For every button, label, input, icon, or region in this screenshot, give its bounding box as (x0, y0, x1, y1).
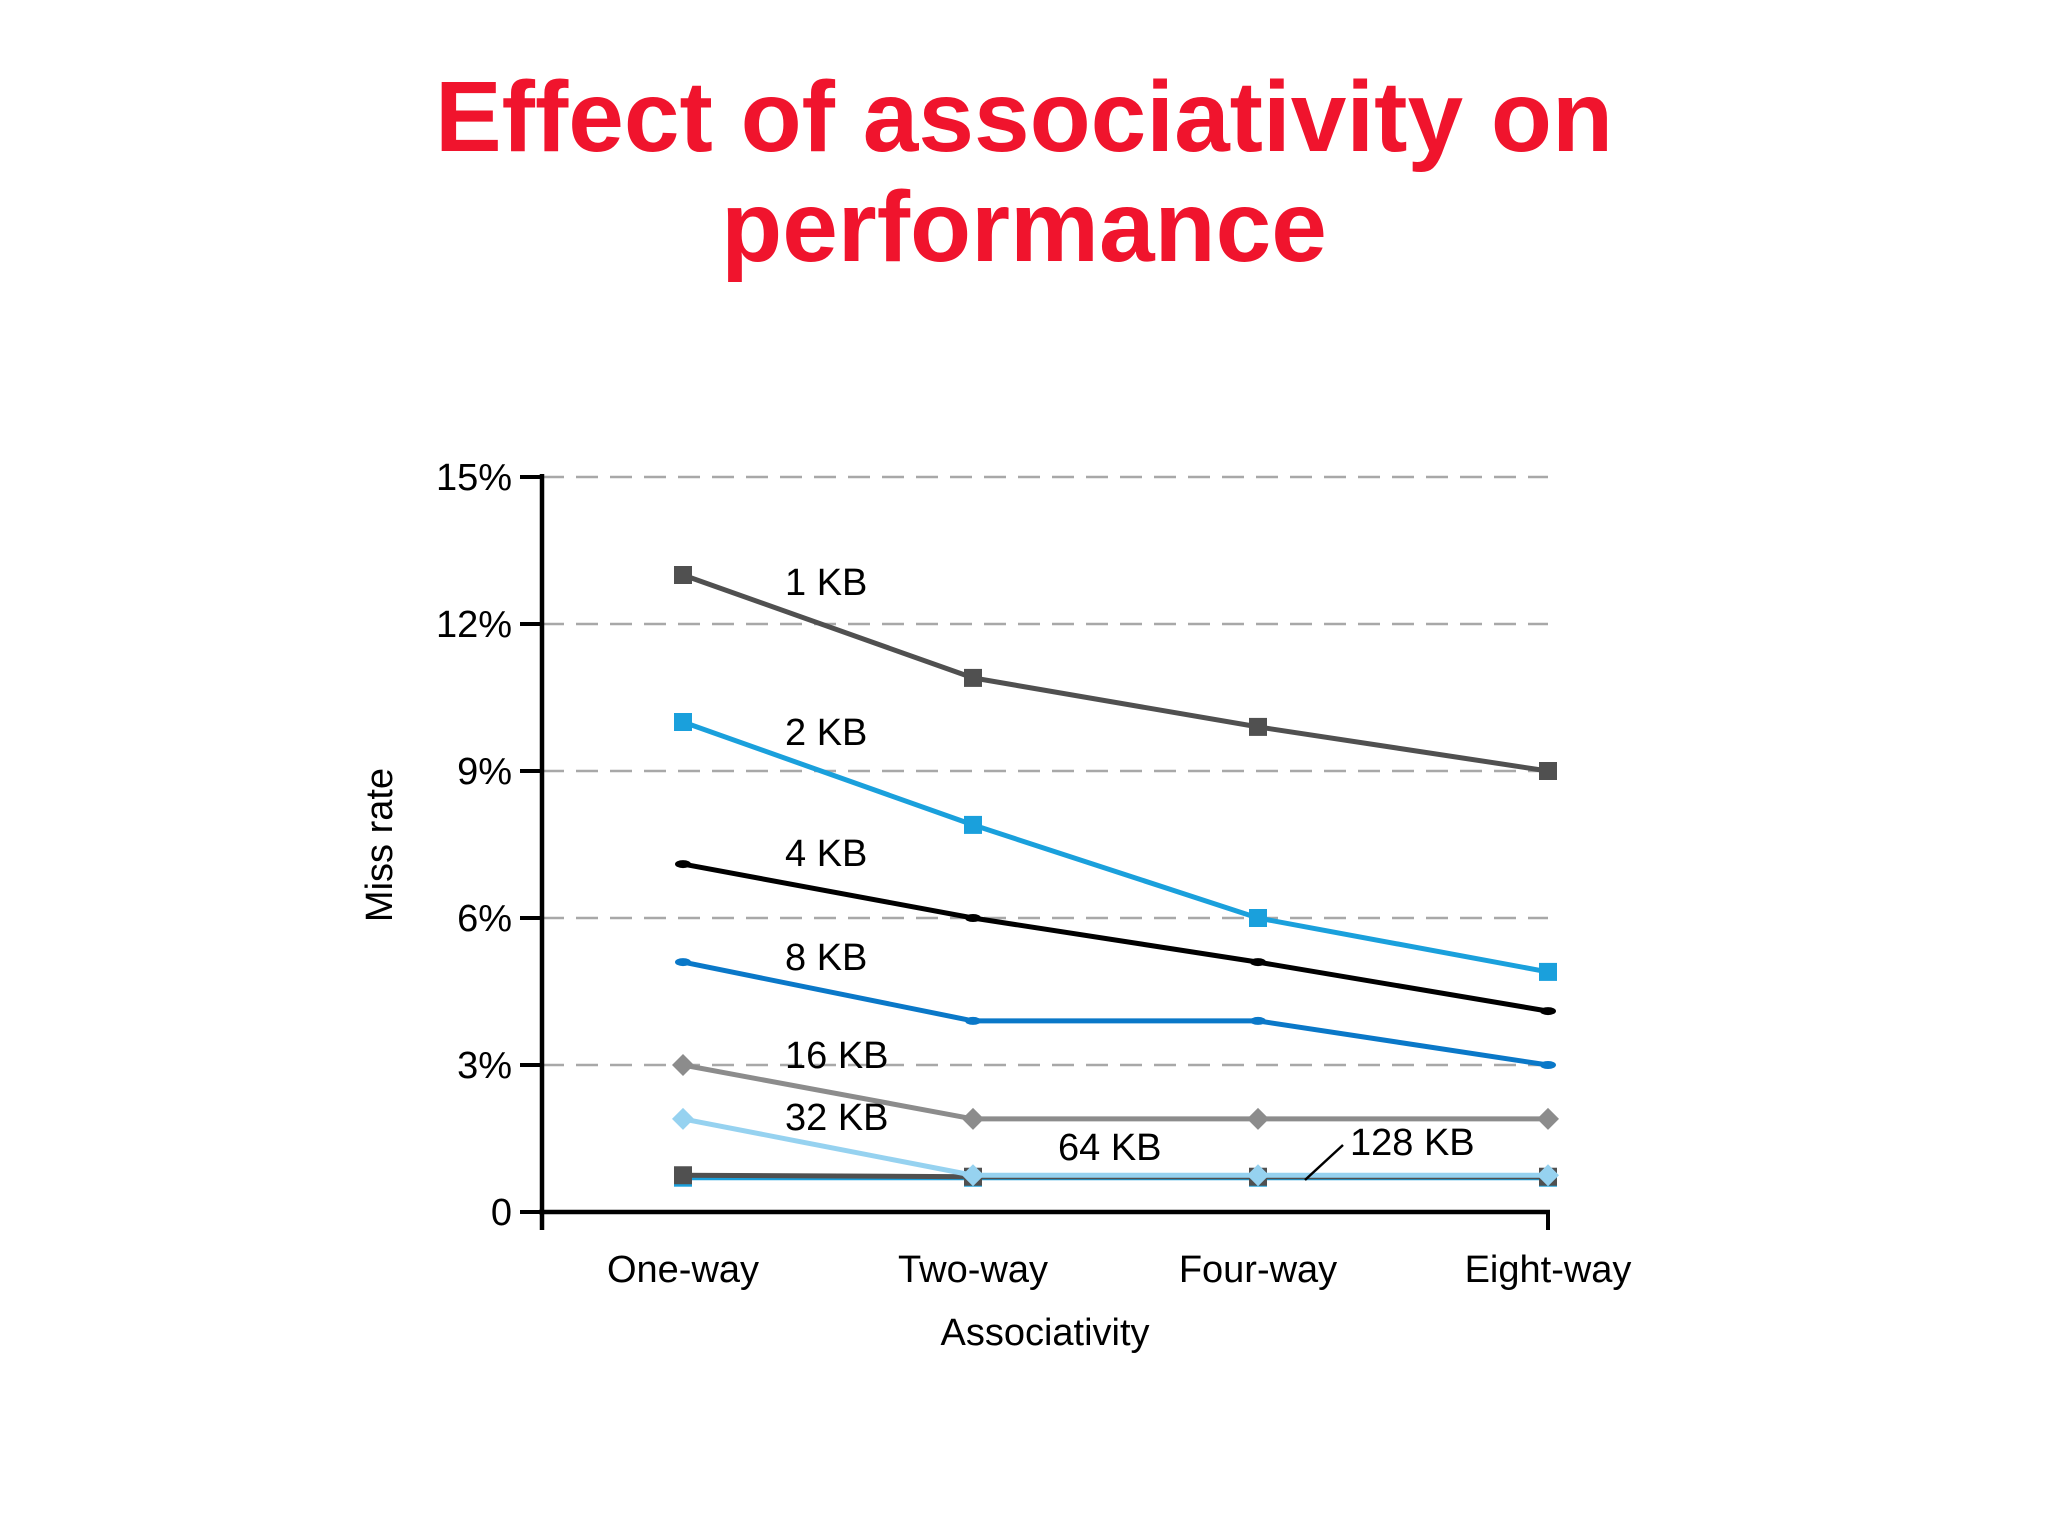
slide-title: Effect of associativity on performance (0, 62, 2048, 282)
label-leader-line (1304, 1144, 1344, 1181)
series-label: 4 KB (785, 833, 867, 875)
x-axis-label: Associativity (940, 1312, 1149, 1354)
data-point (674, 566, 692, 584)
data-point (675, 958, 691, 967)
data-point (1249, 717, 1267, 736)
series-line (682, 572, 1549, 774)
series-line (682, 959, 1549, 1068)
data-point (1250, 1016, 1266, 1025)
data-point (674, 713, 692, 731)
data-point (672, 1107, 694, 1130)
data-point (1249, 909, 1267, 927)
series-label: 8 KB (785, 937, 867, 979)
y-axis-label: Miss rate (359, 768, 401, 922)
slide-title-line-2: performance (721, 171, 1327, 283)
slide-title-line-1: Effect of associativity on (434, 61, 1614, 173)
series-label: 1 KB (785, 562, 867, 604)
series-label: 128 KB (1350, 1122, 1475, 1164)
y-tick-label: 9% (457, 751, 512, 793)
series-line (682, 1062, 1548, 1122)
data-point (674, 1166, 692, 1185)
data-point (965, 1016, 981, 1025)
labels-group: 1 KB 2 KB 4 KB 8 KB 16 KB 32 KB 64 KB 128 KB (785, 562, 1475, 1181)
data-point (964, 668, 982, 687)
data-point (675, 860, 691, 869)
data-point (1540, 1061, 1556, 1069)
series-label: 2 KB (785, 712, 867, 754)
gridlines (542, 475, 1548, 1067)
x-tick-label: Four-way (1179, 1249, 1337, 1291)
x-tick-label: Two-way (898, 1249, 1048, 1291)
x-tick-label: Eight-way (1465, 1249, 1632, 1291)
y-tick-label: 6% (457, 898, 512, 940)
series-line (682, 1116, 1548, 1178)
y-tick-label: 3% (457, 1045, 512, 1087)
data-point (1247, 1107, 1269, 1130)
data-point (962, 1164, 984, 1187)
series-line (682, 861, 1549, 1014)
data-point (1247, 1164, 1269, 1187)
x-tick-label: One-way (607, 1249, 759, 1291)
series-label: 64 KB (1058, 1127, 1162, 1169)
series-group (672, 566, 1559, 1187)
y-tick-label: 15% (436, 457, 512, 499)
data-point (962, 1107, 984, 1130)
data-point (1537, 1164, 1559, 1187)
y-tick-label: 12% (436, 604, 512, 646)
data-point (1539, 762, 1557, 780)
data-point (1250, 958, 1266, 967)
data-point (1539, 962, 1557, 981)
data-point (1540, 1007, 1556, 1016)
data-point (964, 815, 982, 834)
y-tick-label: 0 (491, 1192, 512, 1234)
series-label: 16 KB (785, 1035, 889, 1077)
axes: 0 3% 6% 9% 12% 15% One-way Two-way Four-way Eight… (359, 457, 1631, 1354)
data-point (672, 1054, 694, 1076)
data-point (965, 914, 981, 922)
data-point (1537, 1107, 1559, 1130)
series-line (682, 719, 1549, 975)
series-label: 32 KB (785, 1097, 889, 1139)
